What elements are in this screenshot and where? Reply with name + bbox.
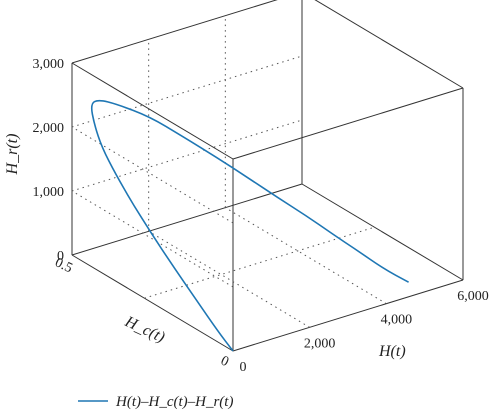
box-edge	[314, 0, 464, 89]
box-edge	[232, 87, 464, 160]
x-tick-label: 2,000	[304, 336, 336, 351]
series-line	[90, 99, 409, 352]
grid-line-y	[144, 226, 375, 299]
x-tick-label: 0	[240, 360, 247, 375]
grid-line-z-left	[71, 190, 234, 288]
box-edge	[71, 254, 234, 352]
z-axis-label: H_r(t)	[4, 134, 21, 176]
box-edge	[71, 183, 303, 256]
axes-box	[71, 0, 464, 352]
grid-lines	[71, 15, 387, 328]
box-edge	[71, 62, 234, 160]
x-tick-label: 6,000	[457, 289, 489, 304]
x-axis-label: H(t)	[378, 343, 406, 360]
grid-line-z-back	[71, 55, 303, 128]
grid-line-x	[225, 207, 387, 305]
box-edge	[232, 279, 464, 352]
grid-line-z-left	[71, 126, 234, 224]
legend-entry: H(t)–H_c(t)–H_r(t)	[115, 394, 233, 410]
z-tick-label: 2,000	[33, 121, 65, 136]
box-edge	[301, 183, 464, 281]
box-edge	[71, 0, 278, 64]
grid-line-x	[148, 230, 310, 328]
series-group	[90, 99, 409, 352]
x-tick-label: 4,000	[381, 313, 413, 328]
legend: H(t)–H_c(t)–H_r(t)	[78, 394, 233, 410]
z-tick-label: 0	[57, 249, 64, 264]
y-tick-label: 0	[218, 354, 231, 371]
z-tick-label: 1,000	[33, 185, 65, 200]
z-tick-label: 3,000	[33, 57, 65, 72]
y-tick-label: 0.5	[52, 255, 74, 276]
y-axis-label: H_c(t)	[121, 313, 167, 346]
